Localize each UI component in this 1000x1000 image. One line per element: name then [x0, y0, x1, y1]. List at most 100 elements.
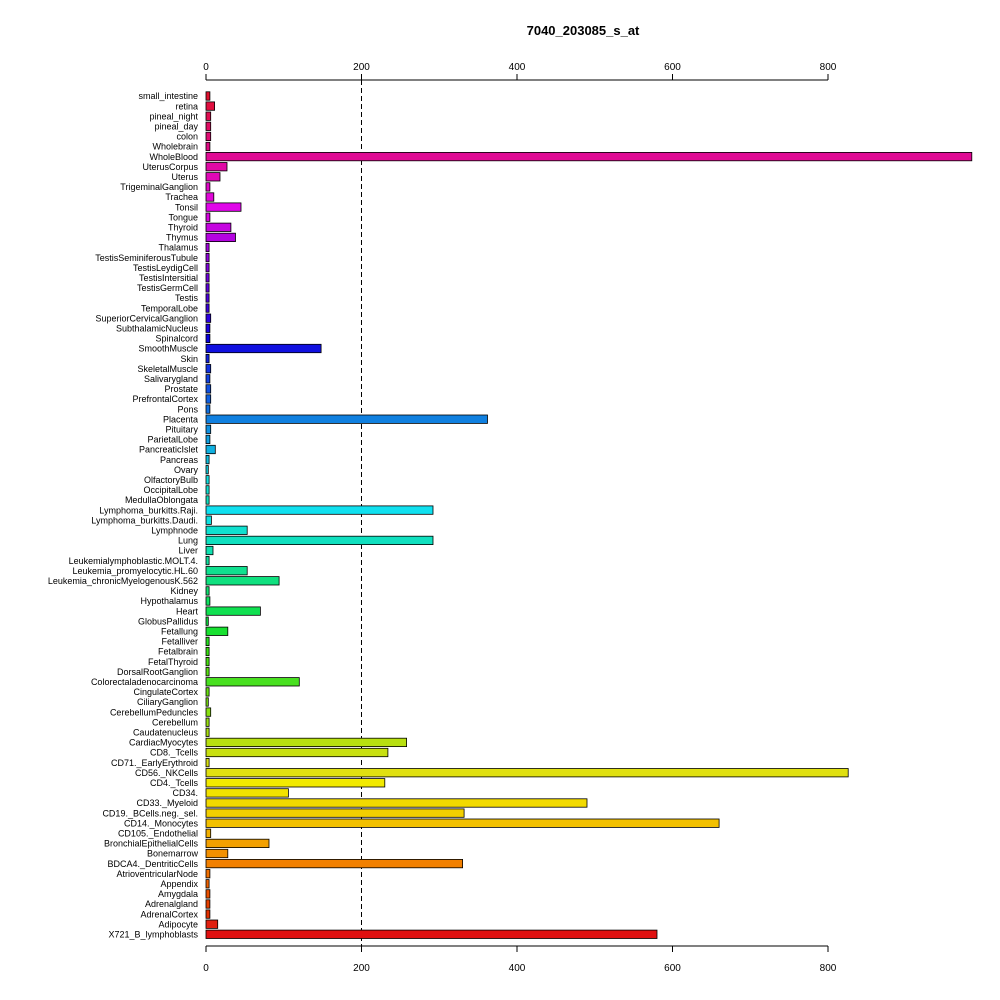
- bar: [205, 818, 720, 828]
- axes: 0 200 400 600 800 0 200 400 600 800: [203, 62, 837, 974]
- bar: [205, 859, 464, 869]
- category-label: Lung: [178, 536, 198, 546]
- category-label: Spinalcord: [155, 334, 198, 344]
- category-label: Fetalbrain: [158, 647, 198, 657]
- bar: [205, 657, 210, 667]
- bar: [205, 545, 214, 556]
- category-label: Pancreas: [160, 455, 199, 465]
- bar: [205, 727, 210, 737]
- bar: [205, 293, 210, 303]
- category-label: GlobusPallidus: [138, 616, 199, 626]
- bar: [205, 404, 211, 414]
- category-label: CD56._NKCells: [135, 768, 199, 778]
- category-label: AdrenalCortex: [140, 909, 198, 919]
- top-axis-tick-label: 0: [203, 62, 209, 73]
- bar: [205, 182, 211, 192]
- category-label: TemporalLobe: [141, 303, 198, 313]
- category-label: CD4._Tcells: [150, 778, 199, 788]
- bar: [205, 667, 210, 677]
- category-label: Trachea: [165, 192, 198, 202]
- category-label: Colorectaladenocarcinoma: [91, 677, 198, 687]
- bar: [205, 707, 212, 717]
- bar: [205, 121, 212, 131]
- top-axis-tick-label: 400: [509, 62, 526, 73]
- top-axis-tick-label: 800: [820, 62, 837, 73]
- category-label: Bonemarrow: [147, 849, 199, 859]
- category-label: CingulateCortex: [133, 687, 198, 697]
- bar: [205, 798, 588, 808]
- category-label: Tongue: [168, 212, 198, 222]
- bar: [205, 636, 210, 647]
- category-label: CD71._EarlyErythroid: [111, 758, 198, 768]
- bar: [205, 586, 210, 596]
- bar: [205, 454, 210, 465]
- bar: [205, 838, 270, 849]
- bar: [205, 879, 210, 889]
- category-label: BronchialEpithelialCells: [104, 839, 199, 849]
- bar: [205, 273, 210, 283]
- bar: [205, 232, 236, 242]
- category-label: Caudatenucleus: [133, 728, 199, 738]
- category-label: Fetallung: [161, 627, 198, 637]
- category-label: Hypothalamus: [140, 596, 198, 606]
- category-label: small_intestine: [138, 91, 198, 101]
- category-label: Tonsil: [175, 202, 198, 212]
- category-label: OlfactoryBulb: [144, 475, 198, 485]
- bar: [205, 646, 210, 657]
- category-label: TestisSeminiferousTubule: [95, 253, 198, 263]
- category-label: CiliaryGanglion: [137, 697, 198, 707]
- category-label: Fetalliver: [161, 637, 198, 647]
- bar: [205, 222, 232, 232]
- bar: [205, 808, 465, 818]
- category-label: Leukemialymphoblastic.MOLT.4.: [69, 556, 198, 566]
- bar: [205, 758, 210, 768]
- category-label: Thalamus: [158, 243, 198, 253]
- category-label: TrigeminalGanglion: [120, 182, 198, 192]
- bar: [205, 889, 211, 899]
- bar: [205, 677, 300, 687]
- category-label: Amygdala: [158, 889, 198, 899]
- bar: [205, 576, 280, 586]
- bar: [205, 414, 488, 424]
- category-label: Cerebellum: [152, 717, 198, 727]
- category-label: Wholebrain: [152, 142, 198, 152]
- category-label: OccipitalLobe: [143, 485, 198, 495]
- bar: [205, 343, 322, 354]
- bar: [205, 192, 215, 202]
- bar: [205, 394, 212, 404]
- bar: [205, 151, 973, 162]
- category-label: Lymphoma_burkitts.Raji.: [99, 505, 198, 515]
- chart-title: 7040_203085_s_at: [527, 23, 640, 38]
- category-label: Liver: [178, 546, 198, 556]
- category-label: Pituitary: [165, 425, 198, 435]
- bar: [205, 747, 389, 758]
- bar: [205, 596, 211, 606]
- category-label: Adrenalgland: [145, 899, 198, 909]
- bar: [205, 687, 210, 697]
- bar: [205, 869, 211, 879]
- bar: [205, 899, 211, 909]
- bar: [205, 353, 210, 364]
- category-label: TestisIntersitial: [139, 273, 198, 283]
- top-axis-tick-label: 600: [664, 62, 681, 73]
- category-label: PancreaticIslet: [139, 445, 199, 455]
- category-label: FetalThyroid: [148, 657, 198, 667]
- bar: [205, 566, 248, 576]
- category-label: CD33._Myeloid: [136, 798, 198, 808]
- bar: [205, 202, 242, 212]
- bar: [205, 848, 229, 859]
- category-label: retina: [175, 101, 198, 111]
- category-label: CardiacMyocytes: [129, 738, 199, 748]
- category-label: WholeBlood: [149, 152, 198, 162]
- bar: [205, 505, 434, 515]
- bar: [205, 828, 212, 838]
- bar: [205, 909, 211, 919]
- bottom-axis-tick-label: 600: [664, 963, 681, 974]
- bar: [205, 616, 209, 626]
- category-label: Lymphoma_burkitts.Daudi.: [91, 515, 198, 525]
- bar: [205, 697, 209, 707]
- category-label: Salivarygland: [144, 374, 198, 384]
- bottom-axis-tick-label: 800: [820, 963, 837, 974]
- bottom-axis-tick-label: 400: [509, 963, 526, 974]
- category-label: Testis: [175, 293, 199, 303]
